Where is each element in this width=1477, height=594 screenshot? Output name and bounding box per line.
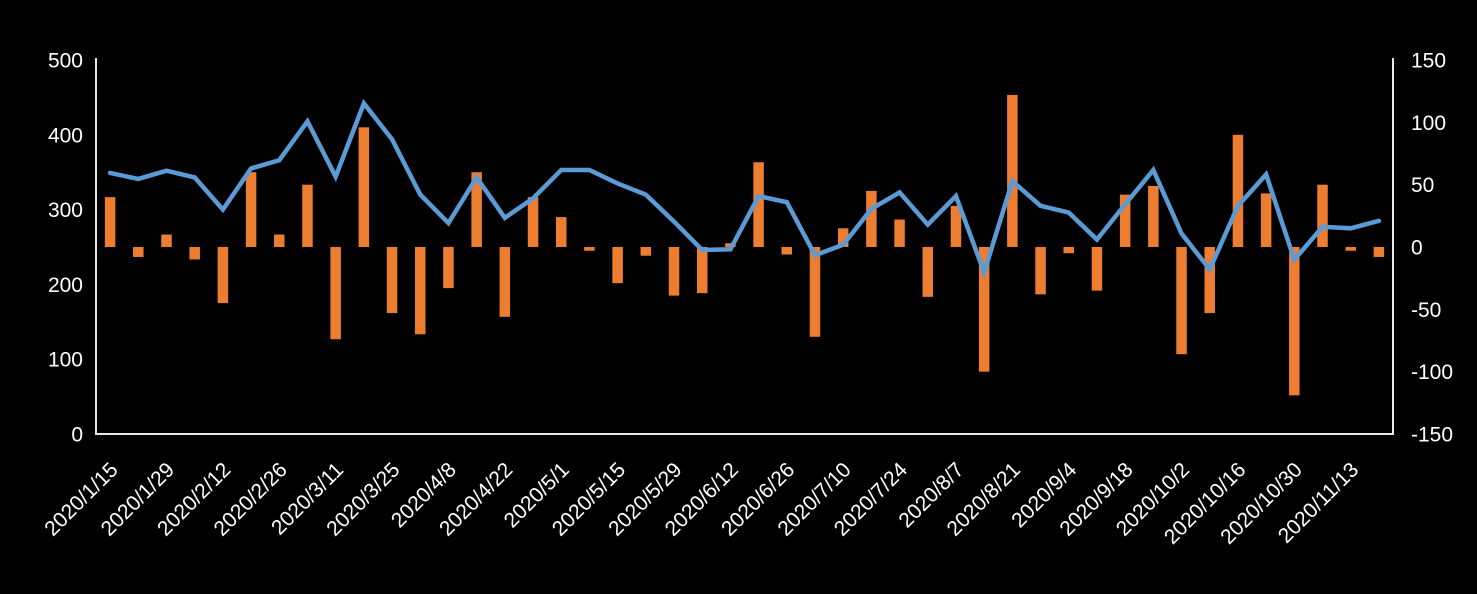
bar xyxy=(950,205,962,247)
bar xyxy=(668,247,680,296)
bar xyxy=(245,172,257,247)
right-axis-tick-label: -150 xyxy=(1411,424,1453,447)
right-axis-tick-label: 100 xyxy=(1411,112,1446,135)
bar xyxy=(1176,247,1187,355)
left-axis-tick-label: 0 xyxy=(71,424,83,447)
bar xyxy=(471,172,482,247)
right-axis-tick-label: 50 xyxy=(1411,174,1434,197)
bar xyxy=(1373,247,1385,257)
bar xyxy=(499,247,511,317)
bar xyxy=(527,197,539,247)
bar xyxy=(922,247,934,297)
bar xyxy=(1091,247,1103,291)
bar xyxy=(781,247,793,255)
bar xyxy=(612,247,623,284)
bar xyxy=(358,127,370,247)
bar xyxy=(386,247,398,314)
bar xyxy=(555,217,567,247)
bar xyxy=(189,247,200,260)
bar xyxy=(104,197,116,247)
right-axis-tick-label: 150 xyxy=(1411,50,1446,73)
bar xyxy=(640,247,652,256)
left-axis-tick-label: 100 xyxy=(48,349,83,372)
bar xyxy=(274,234,285,247)
bar xyxy=(584,247,595,251)
bar xyxy=(1063,247,1074,254)
bar xyxy=(1260,193,1272,247)
bar xyxy=(443,247,454,289)
bar xyxy=(809,247,821,337)
bar xyxy=(302,184,313,247)
line-series xyxy=(107,98,1382,280)
bar xyxy=(1007,94,1018,247)
right-axis-tick-label: 0 xyxy=(1411,237,1423,260)
bar xyxy=(415,247,426,335)
bar xyxy=(1232,134,1244,247)
bar xyxy=(866,190,877,247)
right-axis-tick-label: -100 xyxy=(1411,361,1453,384)
left-axis-tick-label: 500 xyxy=(48,50,83,73)
bar xyxy=(161,234,172,247)
bar xyxy=(837,228,849,247)
bar xyxy=(1204,247,1215,314)
bar xyxy=(894,219,905,247)
bar xyxy=(1289,247,1300,396)
bar xyxy=(1035,247,1046,295)
bar xyxy=(978,247,990,372)
right-axis-tick-label: -50 xyxy=(1411,299,1441,322)
bar xyxy=(696,247,708,294)
bar xyxy=(133,247,144,257)
bar xyxy=(330,247,341,340)
bar xyxy=(217,247,229,304)
bar xyxy=(753,162,764,247)
bar xyxy=(1148,185,1159,247)
bar xyxy=(1119,194,1131,247)
left-axis-tick-label: 400 xyxy=(48,124,83,147)
bar xyxy=(1317,184,1328,247)
left-axis-tick-label: 200 xyxy=(48,274,83,297)
left-axis-tick-label: 300 xyxy=(48,199,83,222)
bar xyxy=(1345,247,1356,251)
